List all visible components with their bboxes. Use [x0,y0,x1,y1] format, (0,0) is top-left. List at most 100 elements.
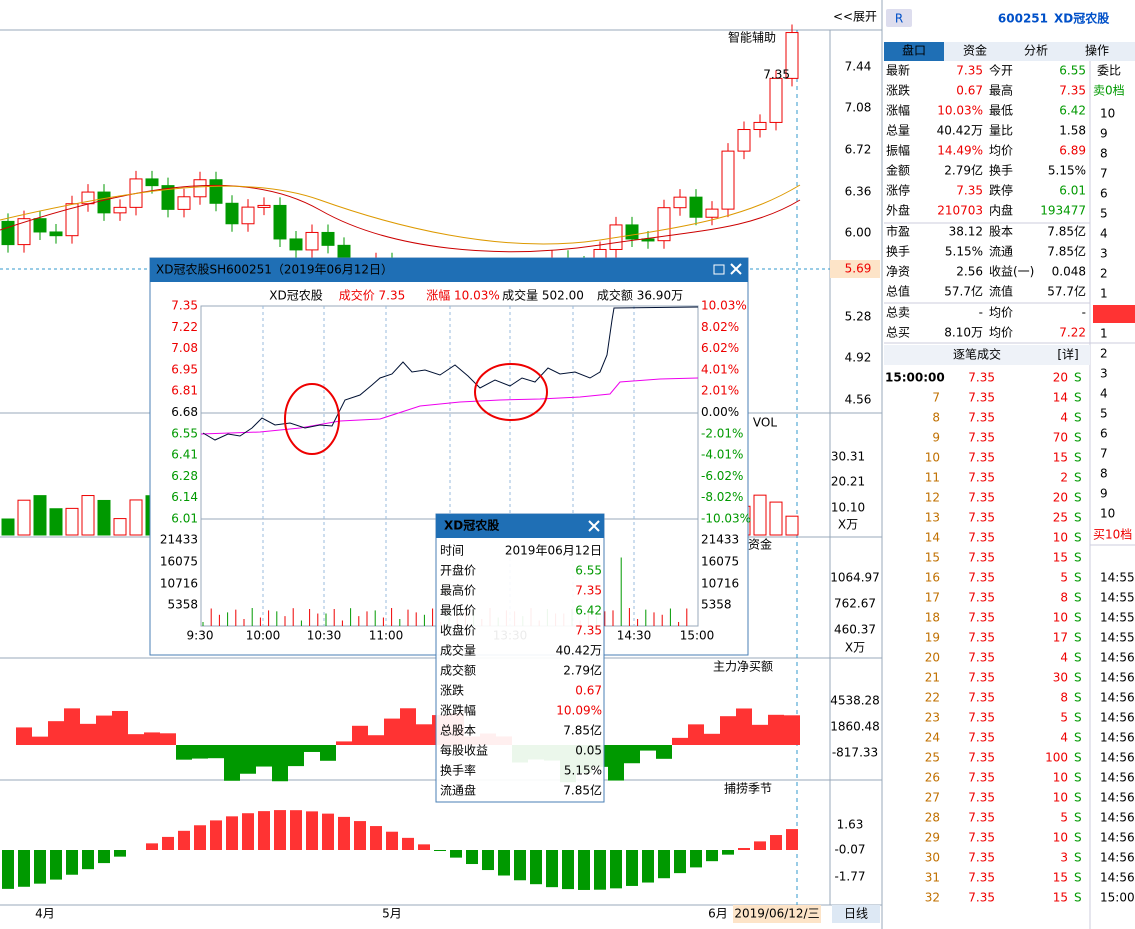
net-bar [784,715,800,745]
quote-label: 涨幅 [886,103,910,118]
trade-volume: 15 [1053,551,1068,565]
trade-price: 7.35 [968,831,995,845]
book-level: 4 [1100,387,1108,401]
trade-clock: 15:00 [1100,891,1135,905]
macd-bar [98,850,110,864]
trades-title: 逐笔成交 [953,347,1001,362]
net-bar [640,745,656,751]
trade-price: 7.35 [968,651,995,665]
quote-value: 210703 [937,204,983,218]
macd-bar [242,813,254,850]
trade-side: S [1074,391,1082,405]
trade-clock: 14:56 [1100,691,1135,705]
quote-value: 1.58 [1059,124,1086,138]
pct-axis-label: -10.03% [701,512,751,526]
macd-bar [594,850,606,890]
quote-label: 最高 [989,83,1013,98]
quote-value: 7.85亿 [1047,224,1086,239]
candle [705,208,719,218]
quote-value: 40.42万 [937,124,983,138]
quote-value: 2.56 [956,265,983,279]
trade-side: S [1074,471,1082,485]
net-bar [272,745,288,782]
tab[interactable]: 盘口 [902,43,926,58]
tab[interactable]: 分析 [1024,44,1048,58]
quote-label: 振幅 [886,143,910,158]
price-axis-label: 6.55 [171,426,198,440]
fund-axis-label: 1064.97 [830,571,880,585]
fund-axis-label: 460.37 [834,623,876,637]
trade-time: 9 [932,431,940,445]
trade-volume: 14 [1053,391,1068,405]
trade-clock: 14:56 [1100,771,1135,785]
tooltip-value: 7.85亿 [563,783,602,798]
time-label: 9:30 [187,629,214,643]
trade-side: S [1074,811,1082,825]
tab[interactable]: 操作 [1085,43,1109,58]
header-field: 成交价 7.35 [339,288,406,303]
macd-bar [546,850,558,888]
candle [753,121,767,131]
volume-bar [1,518,15,536]
vol-axis-label: 5358 [701,598,732,612]
book-level: 1 [1100,287,1108,301]
stock-name: XD冠农股 [1054,11,1110,26]
candle [305,231,319,251]
trade-time: 25 [925,751,940,765]
trade-clock: 14:56 [1100,711,1135,725]
trade-volume: 5 [1060,811,1068,825]
period-tab[interactable]: 日线 [844,907,868,921]
tab[interactable]: 资金 [963,43,987,58]
candle [273,204,287,240]
price-axis-label: 7.22 [171,320,198,334]
volume-bar [785,515,799,536]
candle [721,150,735,210]
tooltip-value: 0.67 [575,684,602,698]
trades-detail[interactable]: [详] [1057,347,1078,362]
trade-price: 7.35 [968,871,995,885]
tooltip-value: 6.42 [575,604,602,618]
tooltip-value: 10.09% [556,704,602,718]
net-bar [704,733,720,745]
trade-price: 7.35 [968,451,995,465]
peak-label: 7.35 [763,68,790,82]
trade-side: S [1074,611,1082,625]
tooltip-label: 最低价 [440,604,476,618]
net-bar [304,745,320,752]
volume-bar [49,508,63,536]
price-axis-label: 6.14 [171,490,198,504]
volume-bar [81,495,95,536]
quote-value: 7.35 [956,64,983,78]
trade-price: 7.35 [968,851,995,865]
trade-clock: 14:56 [1100,791,1135,805]
trade-time: 15:00:00 [885,371,945,385]
quote-label: 量比 [989,124,1013,138]
trade-volume: 100 [1045,751,1068,765]
trade-price: 7.35 [968,671,995,685]
trade-side: S [1074,531,1082,545]
volume-bar [129,499,143,536]
macd-bar [18,850,30,887]
quote-label: 流值 [989,284,1013,299]
candle [785,32,799,79]
quote-label: 今开 [989,63,1013,78]
net-bar [64,708,80,745]
price-axis-label: 6.95 [171,362,198,376]
quote-value: - [979,306,983,320]
quote-label: 总卖 [886,306,910,320]
pct-axis-label: 0.00% [701,405,739,419]
macd-bar [738,847,750,850]
macd-bar [402,837,414,850]
quote-value: 6.42 [1059,104,1086,118]
tooltip-value: 6.55 [575,564,602,578]
trade-clock: 14:56 [1100,871,1135,885]
quote-value: 57.7亿 [1047,284,1086,299]
trade-time: 22 [925,691,940,705]
stock-code: 600251 [998,12,1048,26]
tooltip-label: 时间 [440,544,464,558]
candle [49,231,63,237]
book-level: 6 [1100,427,1108,441]
pct-axis-label: 8.02% [701,320,739,334]
expand-button[interactable]: <<展开 [833,10,877,24]
trade-time: 8 [932,411,940,425]
